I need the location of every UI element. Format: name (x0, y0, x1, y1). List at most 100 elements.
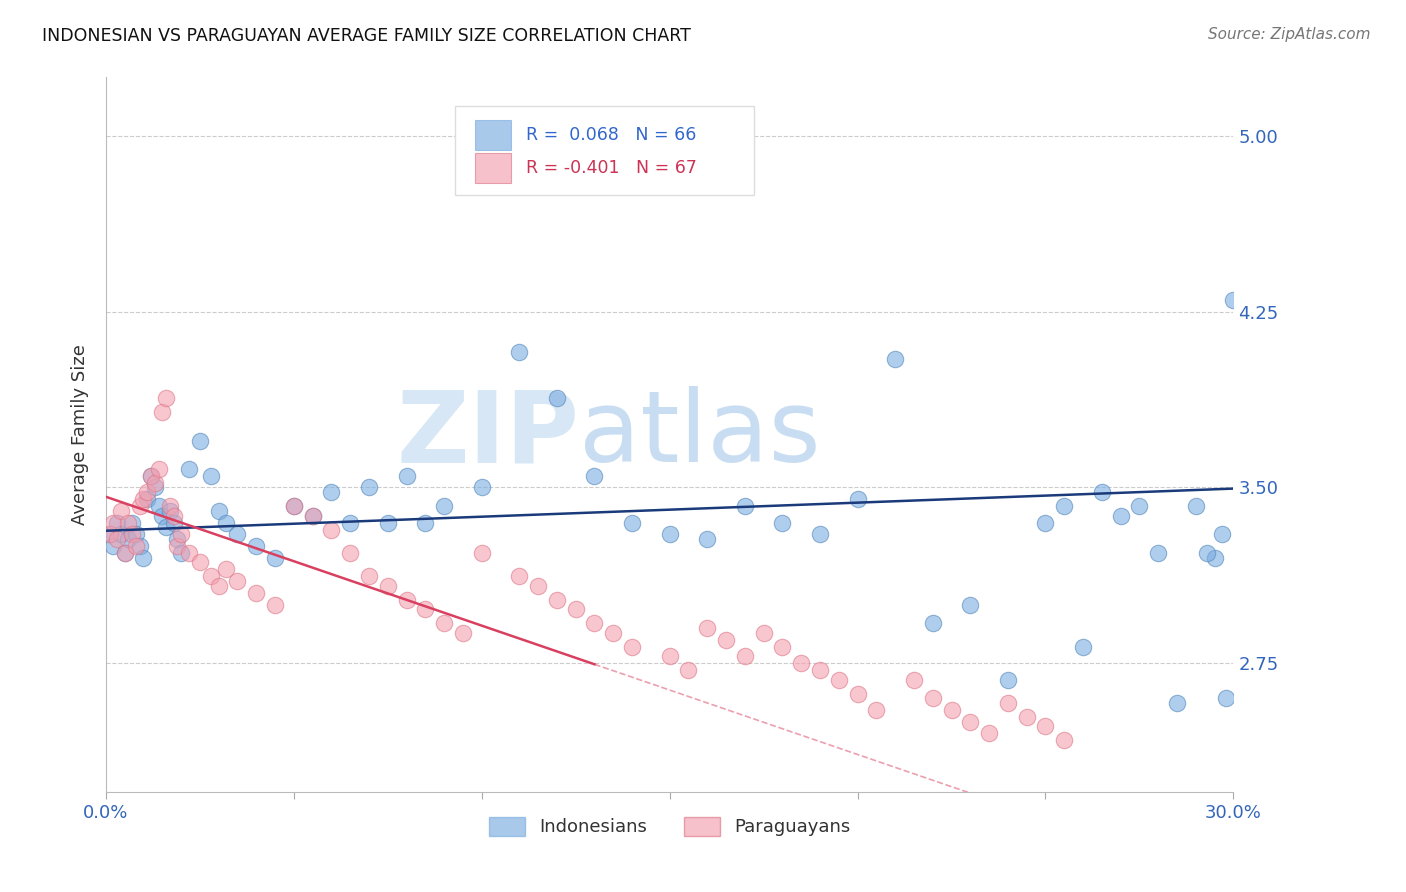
Point (103, 516, 125, 530)
Point (301, 508, 323, 523)
Point (658, 527, 681, 541)
Point (696, 621, 718, 635)
Point (903, 673, 925, 687)
Point (1053, 733, 1076, 747)
Point (941, 703, 963, 717)
Point (188, 434, 211, 448)
Point (339, 546, 361, 560)
Point (527, 579, 550, 593)
Point (136, 492, 159, 507)
Point (139, 468, 162, 483)
Point (177, 461, 200, 475)
Point (170, 546, 193, 560)
Point (357, 569, 380, 583)
Point (395, 468, 418, 483)
Point (884, 351, 907, 366)
Bar (475, 120, 510, 150)
Point (208, 579, 231, 593)
Point (377, 516, 399, 530)
Point (415, 602, 437, 616)
Point (658, 649, 681, 664)
Point (125, 527, 148, 541)
Point (1053, 499, 1076, 513)
Point (357, 480, 380, 494)
Point (162, 516, 184, 530)
Point (301, 508, 323, 523)
FancyBboxPatch shape (456, 106, 754, 195)
Text: ZIP: ZIP (396, 386, 579, 483)
Point (162, 508, 184, 523)
Legend: Indonesians, Paraguayans: Indonesians, Paraguayans (482, 810, 858, 844)
Text: INDONESIAN VS PARAGUAYAN AVERAGE FAMILY SIZE CORRELATION CHART: INDONESIAN VS PARAGUAYAN AVERAGE FAMILY … (42, 27, 692, 45)
Point (117, 516, 139, 530)
Point (114, 546, 136, 560)
Point (696, 532, 718, 546)
Point (155, 520, 177, 534)
Point (117, 532, 139, 546)
Point (808, 527, 831, 541)
Point (770, 516, 793, 530)
Point (264, 598, 287, 612)
Point (433, 616, 456, 631)
Point (125, 539, 148, 553)
Point (1109, 508, 1132, 523)
Point (734, 649, 756, 664)
Point (132, 550, 155, 565)
Y-axis label: Average Family Size: Average Family Size (72, 344, 89, 525)
Point (150, 405, 173, 419)
Point (98, 527, 121, 541)
Point (215, 516, 238, 530)
Point (170, 527, 193, 541)
Point (1091, 485, 1114, 500)
Point (752, 625, 775, 640)
Point (1071, 640, 1094, 654)
Point (564, 602, 586, 616)
Point (200, 569, 222, 583)
Point (98, 527, 121, 541)
Point (1015, 710, 1038, 724)
Point (865, 703, 887, 717)
Point (226, 574, 249, 588)
Point (208, 504, 231, 518)
Point (166, 532, 188, 546)
Point (215, 562, 238, 576)
Point (451, 625, 474, 640)
Point (166, 539, 188, 553)
Point (846, 492, 869, 507)
Point (177, 546, 200, 560)
Point (1147, 546, 1170, 560)
Point (1035, 516, 1057, 530)
Point (583, 616, 606, 631)
Point (226, 527, 249, 541)
Point (128, 499, 150, 513)
Point (959, 598, 981, 612)
Point (339, 516, 361, 530)
Point (471, 546, 494, 560)
Point (143, 480, 166, 494)
Point (159, 504, 181, 518)
Point (148, 499, 170, 513)
Bar (475, 153, 510, 183)
Point (1035, 719, 1057, 733)
Point (1222, 293, 1244, 307)
Point (105, 516, 128, 530)
Point (132, 492, 155, 507)
Point (808, 663, 831, 677)
Point (678, 663, 700, 677)
Text: R =  0.068   N = 66: R = 0.068 N = 66 (526, 126, 697, 144)
Point (143, 475, 166, 490)
Point (264, 550, 287, 565)
Point (471, 480, 494, 494)
Point (1204, 550, 1226, 565)
Point (200, 468, 222, 483)
Point (110, 527, 132, 541)
Point (790, 656, 813, 670)
Point (321, 523, 343, 537)
Point (546, 592, 568, 607)
Point (621, 640, 644, 654)
Point (110, 504, 132, 518)
Point (1128, 499, 1150, 513)
Point (245, 539, 267, 553)
Point (997, 673, 1019, 687)
Point (121, 516, 143, 530)
